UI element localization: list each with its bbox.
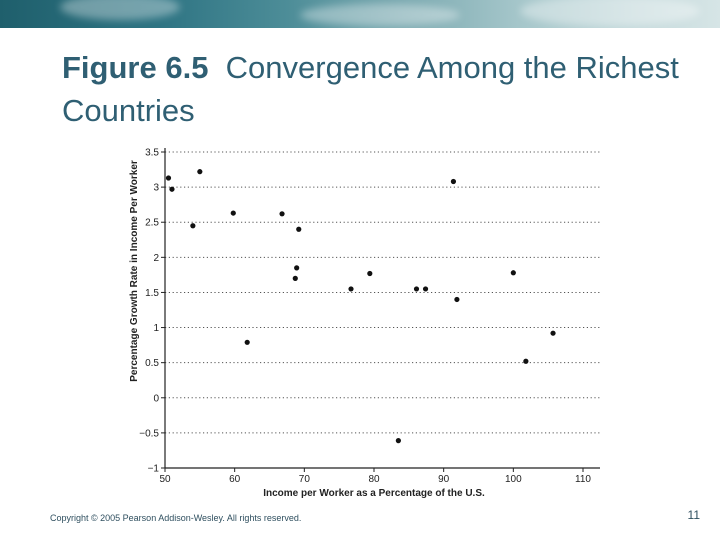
data-point-2 (190, 223, 196, 229)
x-tick-label-3: 80 (368, 474, 380, 485)
data-point-8 (294, 265, 300, 271)
data-point-15 (450, 178, 457, 185)
slide-title: Figure 6.5 Convergence Among the Richest… (62, 46, 702, 132)
data-point-12 (395, 438, 401, 444)
data-point-4 (230, 210, 236, 216)
data-point-9 (296, 226, 302, 232)
data-point-16 (454, 296, 460, 303)
data-point-10 (348, 286, 354, 292)
data-points (165, 169, 556, 444)
y-axis-label: Percentage Growth Rate in Income Per Wor… (129, 160, 140, 382)
data-point-19 (550, 330, 556, 336)
y-tick-label-8: −0.5 (139, 428, 159, 439)
data-point-18 (523, 358, 529, 364)
data-point-3 (197, 169, 203, 175)
page-number: 11 (687, 508, 700, 522)
y-tick-label-7: 0 (153, 393, 159, 404)
x-tick-label-1: 60 (229, 474, 241, 485)
data-point-11 (367, 270, 373, 277)
data-point-17 (510, 270, 516, 276)
x-tick-label-6: 110 (575, 474, 591, 485)
y-tick-label-4: 1.5 (145, 288, 159, 299)
figure-number: Figure 6.5 (62, 50, 209, 85)
y-tick-label-3: 2 (153, 253, 159, 264)
x-tick-label-5: 100 (505, 474, 522, 485)
data-point-1 (169, 186, 175, 192)
y-tick-label-1: 3 (153, 183, 159, 194)
data-point-7 (292, 275, 298, 281)
y-tick-label-0: 3.5 (145, 148, 159, 159)
x-tick-label-0: 50 (159, 474, 171, 485)
data-point-13 (413, 286, 420, 292)
y-tick-label-5: 1 (153, 323, 159, 334)
x-tick-label-4: 90 (438, 474, 450, 485)
x-axis-label: Income per Worker as a Percentage of the… (263, 488, 485, 499)
data-point-5 (244, 339, 250, 345)
gridlines (165, 151, 600, 434)
data-point-14 (422, 286, 429, 292)
data-point-6 (279, 211, 285, 217)
figure-caption: Convergence Among the Richest Countries (62, 50, 679, 128)
axes (161, 148, 600, 472)
tick-labels: 3.5 3 2.5 2 1.5 1 0.5 0 −0.5 −150 60 70 80 90 100 110 (139, 148, 591, 486)
y-tick-label-6: 0.5 (145, 358, 159, 369)
y-tick-label-2: 2.5 (145, 218, 159, 229)
data-point-0 (165, 175, 172, 181)
top-banner-image (0, 0, 720, 28)
y-tick-label-9: −1 (148, 464, 160, 475)
x-tick-label-2: 70 (299, 474, 311, 485)
footer-copyright: Copyright © 2005 Pearson Addison-Wesley.… (50, 513, 302, 523)
